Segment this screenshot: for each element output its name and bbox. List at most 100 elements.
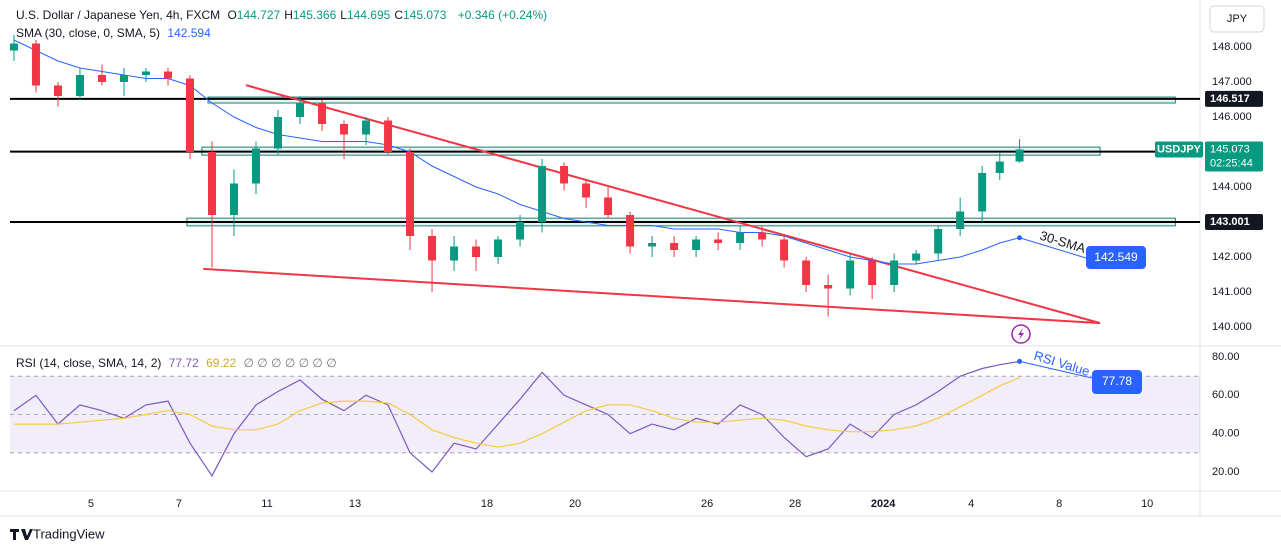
event-icon[interactable]	[1011, 324, 1031, 344]
candle-body	[450, 246, 459, 261]
candle-body	[141, 71, 150, 75]
x-tick-label: 8	[1056, 498, 1062, 510]
rsi-tick-label: 60.00	[1212, 389, 1240, 401]
candle-body	[692, 239, 701, 250]
candle-body	[53, 85, 62, 96]
brand-icon	[10, 529, 33, 540]
currency-label[interactable]: JPY	[1227, 13, 1248, 25]
x-tick-label: 20	[569, 498, 581, 510]
candle-body	[31, 43, 40, 86]
candle-body	[736, 232, 745, 243]
candle-body	[802, 260, 811, 285]
level-tag	[1205, 90, 1263, 107]
rsi-tick-label: 20.00	[1212, 466, 1240, 478]
candle-body	[780, 239, 789, 261]
candle-body	[384, 120, 393, 152]
change: +0.346 (+0.24%)	[457, 8, 548, 22]
y-tick-label: 147.000	[1212, 76, 1252, 88]
rsi-empty-values: ∅ ∅ ∅ ∅ ∅ ∅ ∅	[243, 356, 337, 370]
candle-body	[252, 148, 261, 184]
candle-body	[934, 229, 943, 254]
rsi-tick-label: 80.00	[1212, 351, 1240, 363]
candle-body	[758, 232, 767, 240]
rsi-tag-value: 77.78	[1102, 374, 1132, 388]
candle-body	[648, 243, 657, 247]
candle-body	[230, 183, 239, 215]
currency-button[interactable]	[1209, 5, 1265, 33]
y-tick-label: 146.000	[1212, 111, 1252, 123]
x-tick-label: 26	[701, 498, 713, 510]
symbol-name: U.S. Dollar / Japanese Yen, 4h, FXCM	[16, 8, 221, 22]
candle-body	[824, 285, 833, 289]
rsi-callout	[1019, 360, 1093, 379]
candle-body	[714, 239, 723, 243]
symbol-tag-label: USDJPY	[1157, 143, 1202, 155]
x-tick-label: 2024	[871, 498, 896, 510]
sma-value: 142.594	[167, 26, 211, 40]
x-tick-label: 18	[481, 498, 493, 510]
candle-body	[560, 166, 569, 184]
ohlc-value: 144.695	[346, 8, 391, 22]
candle-body	[604, 197, 613, 215]
ohlc-value: 144.727	[236, 8, 281, 22]
brand-logo: TradingView	[10, 526, 105, 541]
candle-body	[868, 260, 877, 285]
candle-body	[296, 103, 305, 117]
ohlc-label: H	[284, 8, 293, 22]
symbol-tag	[1155, 141, 1203, 158]
sma-tag-value: 142.549	[1094, 250, 1138, 264]
rsi-sma-value: 69.22	[206, 356, 237, 370]
rsi-name: RSI (14, close, SMA, 14, 2)	[16, 356, 162, 370]
ohlc-value: 145.073	[403, 8, 447, 22]
rsi-annotation: RSI Value	[1032, 348, 1091, 379]
y-tick-label: 141.000	[1212, 286, 1252, 298]
x-tick-label: 11	[261, 498, 272, 510]
candle-body	[274, 117, 283, 149]
candle-body	[362, 120, 371, 135]
candle-body	[472, 246, 481, 257]
candle-body	[582, 183, 591, 198]
rsi-tick-label: 40.00	[1212, 428, 1240, 440]
candle-body	[890, 260, 899, 285]
candle-body	[626, 215, 635, 247]
x-tick-label: 28	[789, 498, 801, 510]
y-tick-label: 148.000	[1212, 41, 1252, 53]
trendline	[203, 267, 1101, 325]
level-tag	[1205, 213, 1263, 230]
candle-body	[538, 166, 547, 222]
y-tick-label: 144.000	[1212, 181, 1252, 193]
rsi-value: 77.72	[168, 356, 199, 370]
sma-name: SMA (30, close, 0, SMA, 5)	[16, 26, 161, 40]
rsi-line	[14, 377, 1020, 448]
candle-body	[1015, 149, 1024, 162]
last-price-label: 145.073	[1210, 143, 1250, 155]
rsi-tag	[1092, 370, 1142, 394]
ohlc-label: C	[394, 8, 403, 22]
candle-body	[956, 211, 965, 229]
candle-body	[163, 71, 172, 79]
brand-name: TradingView	[33, 526, 105, 541]
candle-body	[670, 243, 679, 250]
y-tick-label: 140.000	[1212, 321, 1252, 333]
rsi-line	[13, 360, 1020, 477]
candle-body	[75, 75, 84, 96]
x-tick-label: 13	[349, 498, 361, 510]
y-tick-label: 142.000	[1212, 251, 1252, 263]
candle-body	[978, 173, 987, 212]
x-tick-label: 7	[176, 498, 182, 510]
candle-body	[995, 161, 1004, 173]
ohlc-value: 145.366	[292, 8, 337, 22]
candle-body	[516, 222, 525, 240]
sma-line	[13, 39, 1020, 265]
sma-tag	[1086, 246, 1146, 269]
ohlc: O144.727 H145.366 L144.695 C145.073	[227, 8, 450, 22]
candle-body	[97, 75, 106, 82]
level-tag-label: 143.001	[1210, 216, 1250, 228]
event-bolt[interactable]	[1018, 328, 1024, 340]
trendline	[245, 84, 1101, 325]
sma-callout	[1019, 237, 1087, 259]
last-price-tag	[1205, 141, 1263, 172]
candle-body	[846, 260, 855, 289]
x-tick-label: 5	[88, 498, 94, 510]
